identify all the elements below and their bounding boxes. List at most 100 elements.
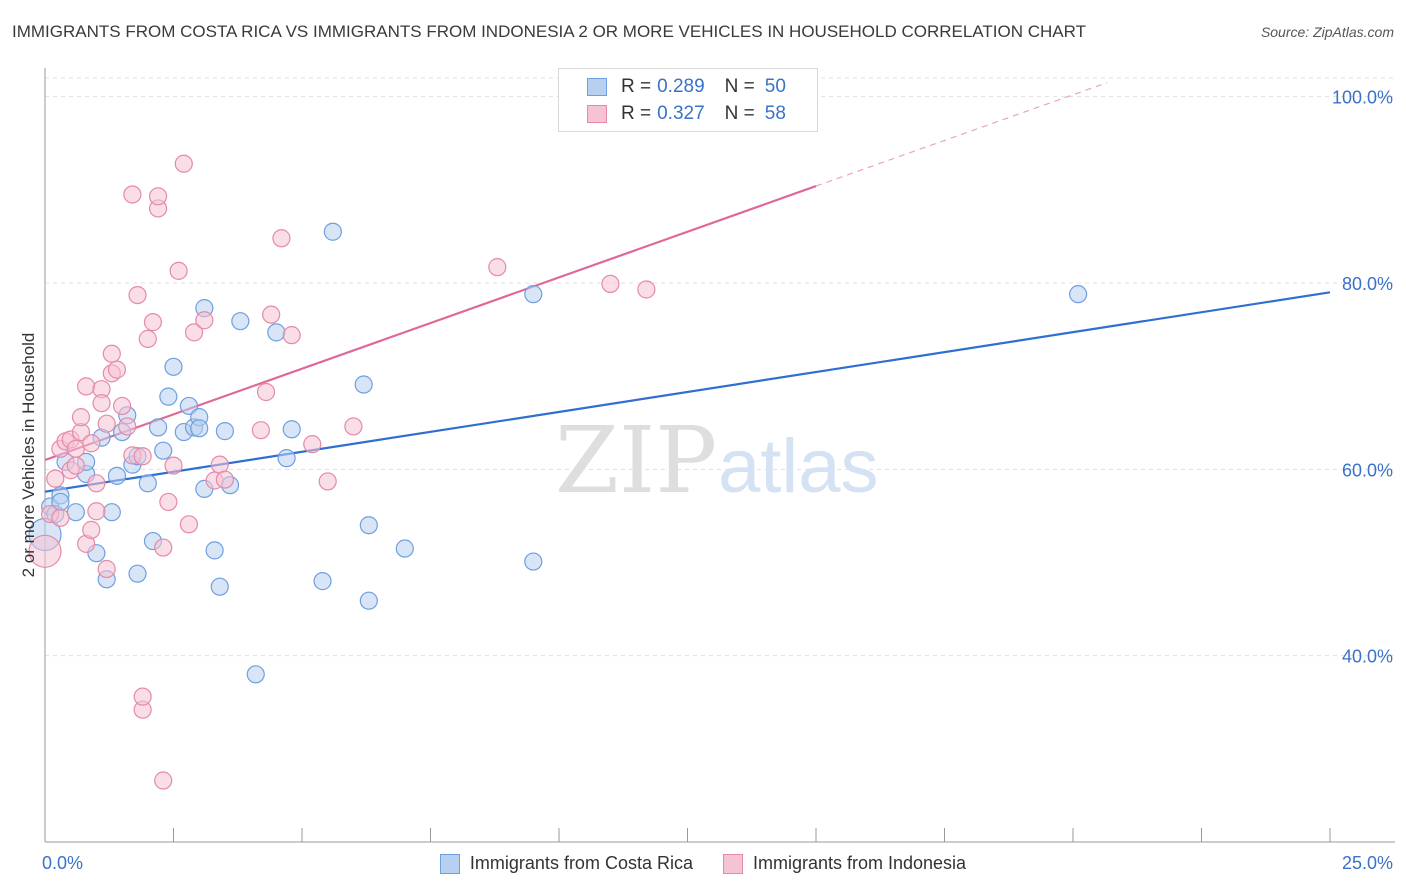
trend-line-extension xyxy=(815,82,1108,187)
data-point xyxy=(1069,285,1088,304)
data-point xyxy=(97,559,116,579)
data-point xyxy=(359,516,378,535)
data-point xyxy=(262,305,281,324)
data-point xyxy=(87,502,106,521)
data-point xyxy=(82,520,101,539)
legend-item-indonesia[interactable]: Immigrants from Indonesia xyxy=(722,853,967,874)
n-label: N = xyxy=(724,103,755,124)
data-point xyxy=(133,447,152,466)
data-point xyxy=(143,313,163,332)
data-point xyxy=(133,687,152,706)
data-point xyxy=(344,417,363,436)
data-point xyxy=(138,329,157,348)
data-point xyxy=(97,414,116,433)
data-point xyxy=(251,421,270,440)
data-point xyxy=(637,280,656,299)
data-point xyxy=(215,470,234,489)
data-point xyxy=(66,503,85,522)
legend-swatch-pink xyxy=(587,105,607,123)
legend-swatch-blue xyxy=(587,78,607,96)
data-point xyxy=(118,417,137,436)
n-label: N = xyxy=(724,76,755,97)
data-point xyxy=(28,534,62,568)
data-point xyxy=(354,375,373,394)
r-label: R = xyxy=(621,103,652,124)
data-point xyxy=(77,377,96,396)
trend-lines xyxy=(44,82,1331,493)
data-point xyxy=(154,771,173,790)
data-point xyxy=(272,229,291,248)
watermark-atlas: atlas xyxy=(718,424,879,509)
data-point xyxy=(92,394,111,413)
data-point xyxy=(51,508,70,527)
data-point xyxy=(148,418,168,437)
data-point xyxy=(71,408,91,427)
gridlines xyxy=(45,77,1395,657)
data-point xyxy=(107,360,127,379)
n-value: 50 xyxy=(764,76,786,97)
data-point xyxy=(246,665,265,684)
y-tick-label: 60.0% xyxy=(1342,460,1393,480)
trend-line xyxy=(44,291,1331,493)
data-point xyxy=(267,323,286,342)
data-point xyxy=(195,311,214,330)
data-point xyxy=(524,285,543,304)
series-legend: Immigrants from Costa Rica Immigrants fr… xyxy=(0,853,1406,874)
data-point xyxy=(87,474,106,493)
source-label: Source: ZipAtlas.com xyxy=(1260,24,1394,40)
data-point xyxy=(318,472,337,491)
data-point xyxy=(46,469,65,488)
r-label: R = xyxy=(621,76,652,97)
data-point xyxy=(210,577,229,596)
data-point xyxy=(179,396,199,416)
data-point xyxy=(66,439,85,458)
data-point xyxy=(303,435,322,454)
data-point xyxy=(174,154,193,173)
data-point xyxy=(215,422,234,441)
watermark-zip: ZIP xyxy=(555,407,717,514)
legend-item-costa-rica[interactable]: Immigrants from Costa Rica xyxy=(439,853,693,874)
data-point xyxy=(601,274,620,294)
data-point xyxy=(164,357,183,376)
r-value: 0.327 xyxy=(657,103,705,124)
data-point xyxy=(102,503,121,522)
data-point xyxy=(159,492,178,512)
legend-swatch-pink xyxy=(722,853,743,874)
data-point xyxy=(190,419,209,438)
y-tick-label: 80.0% xyxy=(1342,274,1393,294)
legend-swatch-blue xyxy=(439,853,460,874)
y-axis-label: 2 or more Vehicles in Household xyxy=(19,333,38,578)
data-point xyxy=(524,552,543,571)
data-point xyxy=(359,591,378,610)
data-point xyxy=(102,344,121,363)
legend-row-indonesia: R = 0.327 N = 58 xyxy=(587,102,786,126)
data-point xyxy=(231,312,250,331)
data-point xyxy=(282,420,301,439)
data-points xyxy=(28,154,1088,790)
data-point xyxy=(277,449,296,468)
x-tick-label: 25.0% xyxy=(1342,853,1393,873)
data-point xyxy=(164,456,183,475)
watermark: ZIP atlas xyxy=(555,407,879,514)
data-point xyxy=(154,538,173,557)
legend-label: Immigrants from Costa Rica xyxy=(469,853,693,873)
y-tick-label: 40.0% xyxy=(1342,647,1393,667)
trend-line xyxy=(44,185,817,462)
r-value: 0.289 xyxy=(657,76,705,97)
data-point xyxy=(107,466,127,485)
data-point xyxy=(128,285,147,305)
data-point xyxy=(179,515,199,534)
y-tick-label: 100.0% xyxy=(1332,88,1393,108)
data-point xyxy=(488,258,507,277)
n-value: 58 xyxy=(764,103,786,124)
tick-labels: 100.0% 80.0% 60.0% 40.0% 0.0% 25.0% xyxy=(42,88,1393,873)
data-point xyxy=(323,222,342,241)
legend-label: Immigrants from Indonesia xyxy=(752,853,967,873)
data-point xyxy=(313,572,332,591)
data-point xyxy=(128,564,147,583)
data-point xyxy=(395,539,414,558)
x-tick-label: 0.0% xyxy=(42,853,83,873)
data-point xyxy=(148,187,168,206)
data-point xyxy=(138,474,157,493)
